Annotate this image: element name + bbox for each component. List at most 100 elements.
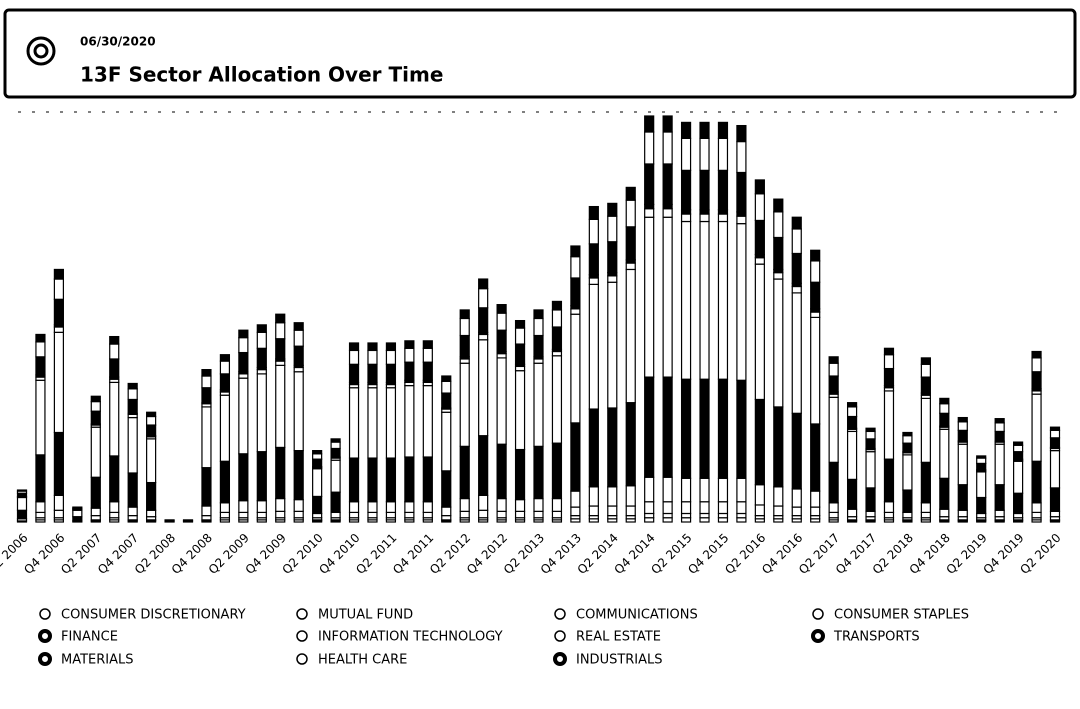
bar-segment: [53, 494, 64, 511]
legend-marker: [296, 653, 308, 665]
bar-segment: [976, 455, 987, 459]
bar-segment: [680, 517, 692, 523]
bar-segment: [736, 517, 747, 523]
legend-label: TRANSPORTS: [833, 630, 920, 645]
bar-segment: [810, 506, 821, 517]
bar-segment: [717, 220, 729, 380]
bar-segment: [939, 412, 950, 427]
bar-segment: [312, 453, 323, 460]
bar-segment: [201, 515, 212, 521]
bar-segment: [201, 406, 212, 469]
bar-segment: [459, 358, 470, 364]
bar-segment: [219, 354, 231, 362]
bar-segment: [551, 309, 563, 328]
bar-segment: [1031, 460, 1042, 504]
logo: [26, 36, 56, 66]
header-box: [3, 8, 1077, 99]
bar-segment: [828, 362, 839, 377]
legend-marker: [554, 608, 566, 620]
bar-segment: [570, 506, 581, 517]
bar-segment: [736, 501, 747, 515]
bar-segment: [551, 355, 563, 444]
bar-segment: [514, 343, 526, 365]
bar-segment: [883, 354, 895, 370]
bar-segment: [644, 115, 655, 133]
bar-segment: [127, 382, 138, 390]
bar-segment: [699, 121, 710, 139]
bar-segment: [810, 249, 821, 262]
bar-segment: [90, 476, 101, 509]
bar-segment: [736, 379, 747, 479]
bar-segment: [736, 171, 747, 213]
bar-segment: [478, 288, 489, 309]
bar-segment: [348, 342, 360, 352]
bar-segment: [607, 486, 618, 507]
bar-segment: [275, 510, 286, 519]
bar-segment: [994, 509, 1005, 518]
bar-segment: [883, 367, 895, 387]
bar-segment: [385, 342, 397, 352]
bar-segment: [146, 424, 157, 437]
bar-segment: [588, 283, 599, 410]
bar-segment: [736, 211, 747, 217]
bar-segment: [514, 327, 526, 345]
bar-segment: [90, 400, 101, 412]
bar-segment: [699, 169, 710, 211]
bar-segment: [478, 339, 489, 437]
bar-segment: [1049, 450, 1061, 489]
bar-segment: [533, 362, 544, 447]
bar-segment: [754, 263, 765, 401]
bar-segment: [275, 322, 286, 340]
bar-segment: [478, 333, 489, 341]
bar-segment: [348, 387, 360, 459]
bar-segment: [828, 396, 839, 463]
bar-segment: [533, 334, 544, 358]
bar-segment: [810, 423, 821, 492]
bar-segment: [994, 430, 1005, 442]
bar-segment: [883, 501, 895, 514]
bar-segment: [865, 430, 876, 440]
bar-segment: [736, 140, 747, 174]
bar-segment: [404, 361, 415, 381]
bar-segment: [551, 326, 563, 350]
legend-label: CONSUMER STAPLES: [834, 608, 969, 623]
bar-segment: [588, 243, 599, 276]
bar-segment: [330, 441, 341, 450]
bar-segment: [146, 438, 157, 484]
bar-segment: [201, 375, 212, 389]
legend-marker: [296, 630, 308, 642]
bar-segment: [588, 408, 599, 488]
bar-segment: [146, 509, 157, 518]
bar-segment: [35, 511, 46, 519]
date: 06/30/2020: [80, 35, 156, 49]
bar-segment: [680, 512, 692, 519]
bar-segment: [1031, 357, 1042, 373]
bar-segment: [201, 387, 212, 404]
bar-segment: [625, 505, 636, 517]
bar-segment: [367, 342, 378, 352]
bar-segment: [459, 317, 470, 337]
bar-segment: [920, 363, 931, 378]
bar-segment: [644, 476, 655, 503]
bar-segment: [385, 363, 397, 384]
bar-segment: [514, 319, 526, 329]
bar-segment: [348, 457, 360, 503]
bar-segment: [976, 471, 987, 499]
bar-segment: [53, 431, 64, 496]
bar-segment: [791, 506, 802, 517]
bar-segment: [109, 381, 120, 457]
bar-segment: [680, 213, 692, 223]
bar-segment: [902, 511, 913, 519]
bar-segment: [514, 365, 526, 372]
legend-label: HEALTH CARE: [318, 653, 407, 668]
bar-segment: [459, 309, 470, 320]
bar-segment: [127, 506, 138, 517]
legend-label: REAL ESTATE: [576, 630, 661, 645]
bar-segment: [976, 496, 987, 515]
bar-segment: [496, 443, 507, 500]
bar-segment: [773, 486, 784, 507]
bar-segment: [496, 312, 507, 331]
bar-segment: [496, 304, 507, 314]
bar-segment: [348, 363, 360, 384]
